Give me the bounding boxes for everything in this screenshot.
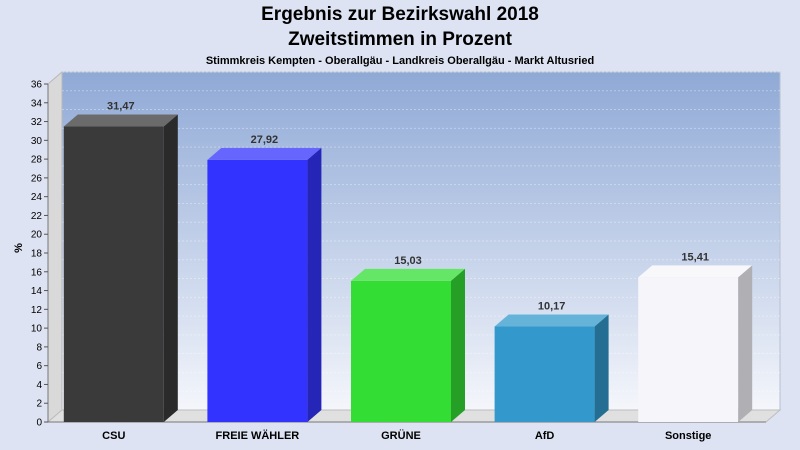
y-tick-label: 12 <box>31 305 43 316</box>
y-tick-label: 24 <box>31 192 43 203</box>
y-axis-label: % <box>13 243 25 253</box>
y-tick-label: 8 <box>36 342 42 353</box>
bar-top <box>351 268 465 281</box>
y-tick-label: 28 <box>31 155 43 166</box>
bar-top <box>207 147 322 160</box>
bar-side <box>451 268 465 422</box>
y-tick-label: 34 <box>31 98 43 109</box>
bar-side <box>594 314 609 422</box>
y-tick-label: 16 <box>31 267 43 278</box>
bar-sonstige <box>638 265 753 422</box>
x-tick-label: CSU <box>102 430 125 442</box>
bar-side <box>738 265 753 422</box>
y-tick-label: 26 <box>31 173 43 184</box>
bar-top <box>638 265 753 278</box>
y-tick-label: 14 <box>31 286 43 297</box>
data-label: 15,41 <box>681 251 709 263</box>
x-tick-label: GRÜNE <box>381 429 421 442</box>
y-tick-label: 10 <box>31 324 43 335</box>
bar-afd <box>494 314 609 422</box>
x-tick-label: AfD <box>535 430 555 442</box>
y-tick-label: 36 <box>31 80 43 91</box>
y-tick-label: 6 <box>36 361 42 372</box>
y-tick-label: 22 <box>31 211 43 222</box>
bar-freie-w-hler <box>207 147 322 422</box>
bar-front <box>351 280 451 422</box>
y-tick-label: 20 <box>31 230 43 241</box>
bar-side <box>163 114 178 422</box>
bar-top <box>494 314 609 327</box>
data-label: 10,17 <box>538 301 566 313</box>
y-tick-label: 30 <box>31 136 43 147</box>
bar-top <box>63 114 178 127</box>
data-label: 27,92 <box>251 134 279 146</box>
bar-csu <box>63 114 178 422</box>
y-tick-label: 32 <box>31 117 43 128</box>
bar-front <box>207 159 308 422</box>
bar-front <box>63 126 164 422</box>
y-tick-label: 0 <box>36 418 42 429</box>
bar-gr-ne <box>351 268 465 422</box>
x-tick-label: Sonstige <box>665 430 711 442</box>
y-tick-label: 18 <box>31 249 43 260</box>
x-tick-label: FREIE WÄHLER <box>216 429 300 442</box>
chart-caption: Stimmkreis Kempten - Oberallgäu - Landkr… <box>205 55 595 67</box>
data-label: 15,03 <box>394 255 422 267</box>
bar-front <box>638 277 739 422</box>
bar-front <box>494 326 595 422</box>
data-label: 31,47 <box>107 101 135 113</box>
y-tick-label: 4 <box>36 380 42 391</box>
plot-side-wall <box>47 70 63 424</box>
y-tick-label: 2 <box>36 399 42 410</box>
chart-title: Ergebnis zur Bezirkswahl 2018 <box>261 4 539 25</box>
bar-side <box>307 147 322 422</box>
chart-subtitle: Zweitstimmen in Prozent <box>288 29 512 50</box>
